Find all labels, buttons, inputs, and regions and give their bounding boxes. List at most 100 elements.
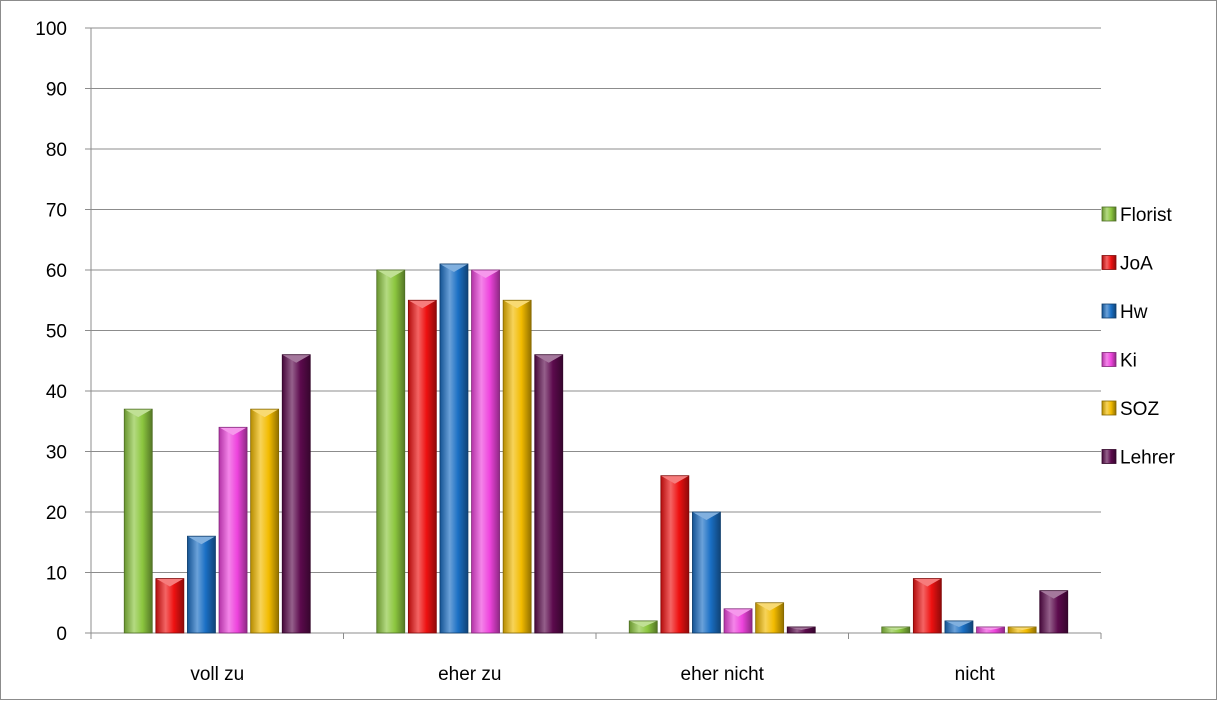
bar (218, 426, 248, 634)
bar-outline (155, 578, 185, 634)
y-tick-label: 10 (46, 564, 67, 585)
bar (155, 578, 185, 634)
bar-body (913, 578, 942, 633)
bar-outline (976, 626, 1005, 634)
legend-swatch (1101, 352, 1117, 367)
bar-outline (502, 299, 532, 634)
legend-item: Florist (1101, 205, 1172, 226)
bar-outline (534, 354, 564, 634)
legend-label: Florist (1120, 205, 1172, 226)
bar (723, 608, 753, 634)
bar-cap (282, 354, 311, 363)
x-tick-label: nicht (955, 664, 996, 685)
bar-outline (660, 475, 690, 634)
legend-label: Ki (1120, 351, 1137, 372)
bar (786, 626, 816, 634)
bar-outline (786, 626, 816, 634)
y-tick-label: 50 (46, 322, 67, 343)
legend-item: Lehrer (1101, 448, 1176, 469)
bar-cap (376, 270, 405, 278)
bar (755, 602, 785, 634)
bar-cap (1008, 626, 1037, 630)
legend-swatch (1101, 255, 1117, 270)
x-tick-label: eher zu (438, 664, 501, 685)
bar (281, 354, 311, 634)
bar (912, 578, 942, 634)
bar-cap (660, 475, 689, 484)
bar-body (376, 270, 405, 633)
bar-cap (250, 409, 279, 418)
bar (976, 626, 1005, 634)
bar-cap (408, 300, 437, 309)
axis-labels: 0 10 20 30 40 50 60 70 80 90 100 voll zu eher zu eher… (35, 19, 995, 685)
bar-outline (439, 263, 469, 634)
bar-cap (913, 578, 942, 587)
bar (439, 263, 469, 634)
bar-outline (881, 626, 911, 634)
bar-cap (187, 536, 216, 545)
bar-outline (218, 426, 248, 634)
bar-cap (219, 427, 248, 436)
y-tick-label: 80 (46, 140, 67, 161)
bar-outline (723, 608, 753, 634)
bar-body (534, 354, 563, 633)
bar-body (250, 409, 279, 633)
y-tick-label: 90 (46, 80, 67, 101)
y-tick-label: 30 (46, 443, 67, 464)
bar-cap (471, 270, 500, 278)
bar-outline (250, 408, 280, 634)
bar-outline (755, 602, 785, 634)
bar-outline (912, 578, 942, 634)
bar (1007, 626, 1037, 634)
legend-label: SOZ (1120, 399, 1159, 420)
bar-body (219, 427, 248, 633)
bar-outline (187, 535, 216, 634)
bar-outline (407, 299, 437, 634)
bar-body (503, 300, 532, 633)
y-tick-label: 70 (46, 201, 67, 222)
bar-outline (1039, 590, 1069, 634)
bar-body (471, 270, 500, 633)
bar-body (155, 578, 184, 633)
bar (1039, 590, 1069, 634)
bar-body (124, 409, 153, 633)
bar-cap (976, 626, 1005, 630)
y-tick-label: 40 (46, 382, 67, 403)
bar-cap (155, 578, 184, 587)
bar (123, 408, 153, 634)
bar-outline (471, 269, 500, 634)
bar-outline (1007, 626, 1037, 634)
legend-swatch (1101, 400, 1117, 416)
bar-cap (944, 620, 973, 627)
bar-body (408, 300, 437, 633)
legend-item: Ki (1101, 351, 1137, 372)
bar (187, 535, 216, 634)
bar (407, 299, 437, 634)
legend-label: Hw (1120, 302, 1148, 323)
bar-body (439, 263, 468, 633)
bar (660, 475, 690, 634)
legend-swatch (1101, 206, 1117, 222)
legend-swatch (1101, 449, 1117, 464)
bar-cap (755, 602, 784, 611)
legend-item: SOZ (1101, 399, 1159, 420)
y-tick-label: 20 (46, 503, 67, 524)
bar-outline (281, 354, 311, 634)
bar-cap (692, 512, 721, 520)
bar-cap (534, 354, 563, 363)
bar (534, 354, 564, 634)
bar-outline (628, 620, 658, 634)
bar-body (187, 536, 216, 633)
bar (628, 620, 658, 634)
bar-cap (503, 300, 532, 309)
bar-body (282, 354, 311, 633)
bar-cap (629, 620, 658, 627)
bars (123, 263, 1069, 634)
y-tick-label: 0 (56, 624, 67, 645)
legend-swatch (1101, 303, 1117, 319)
bar (471, 269, 500, 634)
bar-cap (439, 263, 468, 272)
legend-label: JoA (1120, 254, 1153, 275)
